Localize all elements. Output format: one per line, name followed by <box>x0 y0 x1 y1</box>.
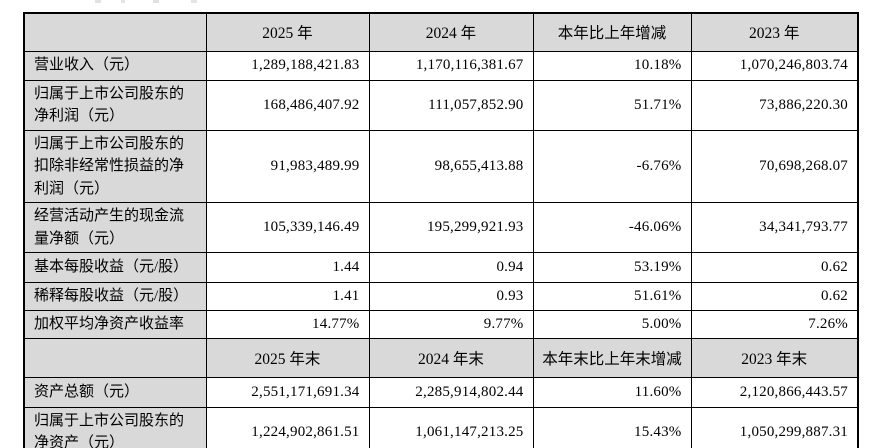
value-2025: 1,224,902,861.51 <box>205 406 370 448</box>
value-2025: 168,486,407.92 <box>205 79 370 131</box>
header-2025: 2025 年 <box>205 12 370 52</box>
value-2023: 34,341,793.77 <box>690 202 859 253</box>
value-change: 51.61% <box>532 282 692 311</box>
value-change: 11.60% <box>532 376 692 408</box>
value-2025: 105,339,146.49 <box>205 202 370 253</box>
value-2024: 9.77% <box>368 309 534 339</box>
header-row-annual: 2025 年 2024 年 本年比上年增减 2023 年 <box>23 12 859 52</box>
table-row-diluted-eps: 稀释每股收益（元/股） 1.41 0.93 51.61% 0.62 <box>23 282 859 311</box>
value-2024: 1,061,147,213.25 <box>368 406 534 448</box>
value-2024: 1,170,116,381.67 <box>368 50 534 81</box>
value-2023: 0.62 <box>690 252 859 283</box>
value-change: -6.76% <box>532 129 692 203</box>
header-2023-end: 2023 年末 <box>690 337 859 378</box>
table-row-total-assets: 资产总额（元） 2,551,171,691.34 2,285,914,802.4… <box>23 376 859 408</box>
header-row-year-end: 2025 年末 2024 年末 本年末比上年末增减 2023 年末 <box>23 337 859 378</box>
table-row-operating-cash-flow: 经营活动产生的现金流量净额（元） 105,339,146.49 195,299,… <box>23 202 859 253</box>
table-row-net-profit-excl-nonrecurring: 归属于上市公司股东的扣除非经常性损益的净利润（元） 91,983,489.99 … <box>23 129 859 203</box>
value-2023: 2,120,866,443.57 <box>690 376 859 408</box>
table-row-net-assets: 归属于上市公司股东的净资产（元） 1,224,902,861.51 1,061,… <box>23 406 859 448</box>
value-2024: 2,285,914,802.44 <box>368 376 534 408</box>
value-2025: 1,289,188,421.83 <box>205 50 370 81</box>
row-label: 归属于上市公司股东的净利润（元） <box>23 79 207 131</box>
value-2025: 2,551,171,691.34 <box>205 376 370 408</box>
value-2023: 73,886,220.30 <box>690 79 859 131</box>
row-label: 基本每股收益（元/股） <box>23 252 207 283</box>
header-2023: 2023 年 <box>690 12 859 52</box>
header-2024-end: 2024 年末 <box>368 337 534 378</box>
value-change: 10.18% <box>532 50 692 81</box>
table-row-weighted-avg-roe: 加权平均净资产收益率 14.77% 9.77% 5.00% 7.26% <box>23 309 859 339</box>
row-label: 归属于上市公司股东的扣除非经常性损益的净利润（元） <box>23 129 207 203</box>
value-2023: 70,698,268.07 <box>690 129 859 203</box>
value-change: 15.43% <box>532 406 692 448</box>
row-label: 归属于上市公司股东的净资产（元） <box>23 406 207 448</box>
value-2024: 195,299,921.93 <box>368 202 534 253</box>
row-label: 营业收入（元） <box>23 50 207 81</box>
value-2024: 111,057,852.90 <box>368 79 534 131</box>
value-change: 5.00% <box>532 309 692 339</box>
row-label: 资产总额（元） <box>23 376 207 408</box>
table-row-revenue: 营业收入（元） 1,289,188,421.83 1,170,116,381.6… <box>23 50 859 81</box>
header-year-end-change: 本年末比上年末增减 <box>532 337 692 378</box>
value-2023: 0.62 <box>690 282 859 311</box>
value-2024: 98,655,413.88 <box>368 129 534 203</box>
value-2023: 1,070,246,803.74 <box>690 50 859 81</box>
value-2024: 0.94 <box>368 252 534 283</box>
value-2024: 0.93 <box>368 282 534 311</box>
header-2025-end: 2025 年末 <box>205 337 370 378</box>
row-label: 经营活动产生的现金流量净额（元） <box>23 202 207 253</box>
table-row-net-profit: 归属于上市公司股东的净利润（元） 168,486,407.92 111,057,… <box>23 79 859 131</box>
value-change: -46.06% <box>532 202 692 253</box>
value-2025: 91,983,489.99 <box>205 129 370 203</box>
header-yoy-change: 本年比上年增减 <box>532 12 692 52</box>
row-label: 稀释每股收益（元/股） <box>23 282 207 311</box>
value-2025: 1.41 <box>205 282 370 311</box>
row-label: 加权平均净资产收益率 <box>23 309 207 339</box>
header-2024: 2024 年 <box>368 12 534 52</box>
value-2023: 7.26% <box>690 309 859 339</box>
financial-summary-table: 2025 年 2024 年 本年比上年增减 2023 年 营业收入（元） 1,2… <box>23 12 859 448</box>
value-change: 53.19% <box>532 252 692 283</box>
header-empty-cell <box>23 12 207 52</box>
header-empty-cell <box>23 337 207 378</box>
value-2025: 14.77% <box>205 309 370 339</box>
value-2023: 1,050,299,887.31 <box>690 406 859 448</box>
table-row-basic-eps: 基本每股收益（元/股） 1.44 0.94 53.19% 0.62 <box>23 252 859 283</box>
cropped-text-remnant <box>95 0 245 3</box>
value-2025: 1.44 <box>205 252 370 283</box>
value-change: 51.71% <box>532 79 692 131</box>
